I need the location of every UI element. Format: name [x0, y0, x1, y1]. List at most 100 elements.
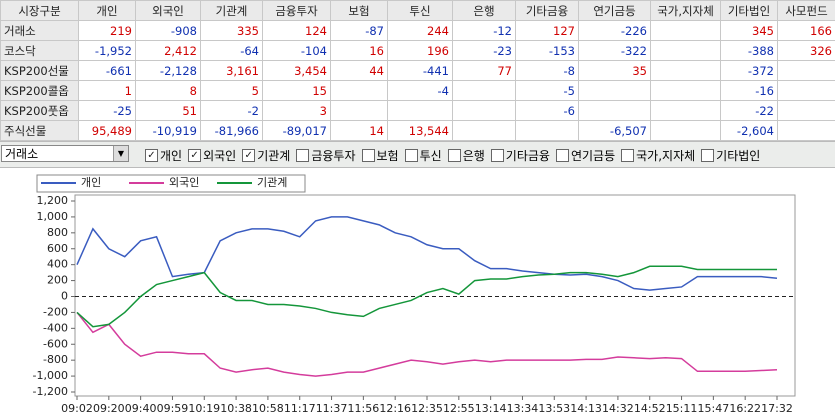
- filter-checkbox[interactable]: 투신: [404, 147, 442, 164]
- checkbox[interactable]: [361, 149, 375, 162]
- row-label: 주식선물: [0, 120, 79, 141]
- empty-cell: [777, 120, 835, 141]
- x-tick-label: 09:40: [125, 402, 157, 415]
- value-cell: 95,489: [78, 120, 136, 141]
- value-cell: 335: [200, 20, 263, 41]
- y-tick-label: -600: [43, 337, 68, 350]
- y-tick-label: -1,000: [33, 369, 68, 382]
- y-tick-label: 800: [47, 226, 68, 239]
- filter-checkbox[interactable]: 연기금등: [555, 147, 616, 164]
- empty-cell: [777, 60, 835, 81]
- x-tick-label: 12:35: [411, 402, 443, 415]
- filter-checkbox[interactable]: 기타금융: [490, 147, 550, 164]
- table-row: KSP200콜옵 1 8 5 15 -4 -5 -16: [0, 80, 835, 101]
- x-tick-label: 10:58: [252, 402, 284, 415]
- series-line: [76, 216, 778, 291]
- value-cell: 124: [262, 20, 331, 41]
- x-tick-label: 13:53: [538, 402, 570, 415]
- filter-checkbox[interactable]: ✓ 개인: [145, 147, 182, 164]
- value-cell: -372: [720, 60, 778, 81]
- value-cell: -2,604: [720, 120, 778, 141]
- checkbox[interactable]: [490, 149, 504, 162]
- checkbox[interactable]: [555, 149, 569, 162]
- filter-checkbox[interactable]: ✓ 외국인: [188, 147, 236, 164]
- empty-cell: [650, 20, 721, 41]
- filters: ✓ 개인 ✓ 외국인 ✓ 기관계 금융투자 보험 투신 은행 기타금융 연기금등 국가,지자체 기타법인: [145, 147, 760, 164]
- value-cell: 16: [330, 40, 388, 61]
- value-cell: 8: [135, 80, 201, 101]
- value-cell: 5: [200, 80, 263, 101]
- x-tick-label: 16:22: [729, 402, 761, 415]
- value-cell: -226: [578, 20, 651, 41]
- y-tick-label: 1,000: [37, 210, 69, 223]
- row-label: KSP200선물: [0, 60, 79, 81]
- empty-cell: [330, 80, 388, 101]
- dropdown-arrow[interactable]: ▼: [113, 146, 128, 161]
- empty-cell: [777, 100, 835, 121]
- toolbar: 거래소 ▼ ✓ 개인 ✓ 외국인 ✓ 기관계 금융투자 보험 투신 은행 기타금융 연기금등 국가,지자체…: [0, 141, 835, 168]
- empty-cell: [578, 100, 651, 121]
- checkbox[interactable]: ✓: [242, 149, 256, 162]
- y-tick-label: -800: [43, 353, 68, 366]
- value-cell: 3: [262, 100, 331, 121]
- filter-checkbox[interactable]: 보험: [361, 147, 399, 164]
- column-header: 금융투자: [262, 0, 331, 21]
- checkbox[interactable]: ✓: [188, 149, 202, 162]
- value-cell: 219: [78, 20, 136, 41]
- y-tick-label: -400: [43, 321, 68, 334]
- value-cell: -87: [330, 20, 388, 41]
- value-cell: -89,017: [262, 120, 331, 141]
- checkbox[interactable]: [621, 149, 635, 162]
- empty-cell: [578, 80, 651, 101]
- x-tick-label: 15:47: [698, 402, 730, 415]
- x-tick-label: 13:14: [475, 402, 507, 415]
- x-tick-label: 09:02: [61, 402, 93, 415]
- value-cell: 77: [452, 60, 516, 81]
- legend-label: 기관계: [257, 176, 287, 189]
- filter-checkbox[interactable]: 기타법인: [701, 147, 760, 164]
- checkbox[interactable]: [404, 149, 418, 162]
- series-line: [76, 311, 778, 377]
- filter-label: 기타법인: [716, 149, 761, 163]
- filter-checkbox[interactable]: 금융투자: [296, 147, 356, 164]
- filter-label: 기관계: [257, 149, 291, 163]
- y-tick-label: -1,200: [33, 385, 68, 398]
- value-cell: -441: [387, 60, 453, 81]
- x-tick-label: 12:55: [443, 402, 475, 415]
- value-cell: -10,919: [135, 120, 201, 141]
- empty-cell: [650, 80, 721, 101]
- filter-label: 연기금등: [570, 149, 616, 163]
- value-cell: -12: [452, 20, 516, 41]
- table-row: KSP200선물 -661 -2,128 3,161 3,454 44 -441 77 -8 35…: [0, 60, 835, 81]
- checkbox[interactable]: [701, 149, 715, 162]
- value-cell: -64: [200, 40, 263, 61]
- checkbox[interactable]: ✓: [145, 149, 158, 162]
- filter-label: 보험: [376, 149, 399, 163]
- filter-checkbox[interactable]: ✓ 기관계: [242, 147, 290, 164]
- value-cell: 196: [387, 40, 453, 61]
- filter-label: 개인: [160, 149, 183, 163]
- value-cell: 35: [578, 60, 651, 81]
- checkbox[interactable]: [296, 149, 310, 162]
- legend-label: 개인: [81, 176, 101, 189]
- checkbox[interactable]: [447, 149, 461, 162]
- value-cell: -8: [515, 60, 579, 81]
- value-cell: -388: [720, 40, 778, 61]
- x-tick-label: 09:20: [93, 402, 125, 415]
- value-cell: -6: [515, 100, 579, 121]
- empty-cell: [650, 40, 721, 61]
- market-select[interactable]: 거래소 ▼: [1, 145, 129, 162]
- filter-checkbox[interactable]: 국가,지자체: [621, 147, 695, 164]
- filter-checkbox[interactable]: 은행: [447, 147, 485, 164]
- y-tick-label: 600: [47, 242, 68, 255]
- x-tick-label: 09:59: [157, 402, 189, 415]
- x-tick-label: 17:32: [761, 402, 793, 415]
- value-cell: -81,966: [200, 120, 263, 141]
- column-header: 기관계: [200, 0, 263, 21]
- value-cell: 3,161: [200, 60, 263, 81]
- value-cell: -23: [452, 40, 516, 61]
- filter-label: 기타금융: [505, 149, 550, 163]
- value-cell: -1,952: [78, 40, 136, 61]
- empty-cell: [452, 100, 516, 121]
- investor-table: 시장구분 개인 외국인 기관계 금융투자 보험 투신 은행 기타금융 연기금등 국가,지자체 기타법인…: [0, 0, 835, 141]
